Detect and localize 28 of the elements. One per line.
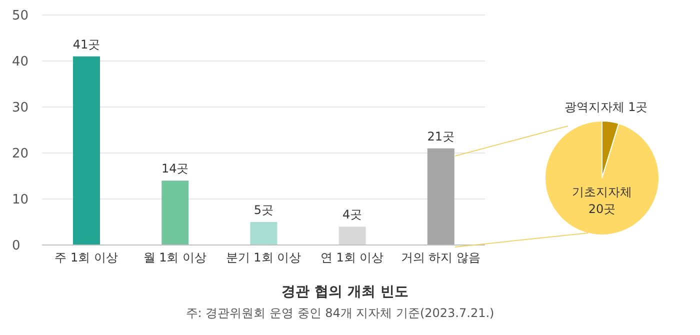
data-label: 4곳 [342, 208, 362, 222]
y-tick-label: 40 [12, 54, 29, 70]
x-tick-label: 주 1회 이상 [54, 250, 118, 265]
bar [427, 148, 454, 245]
text: 경관 협의 개최 빈도 [280, 283, 410, 301]
x-tick-label: 분기 1회 이상 [226, 250, 302, 265]
slice-label: 기초지자체 [572, 185, 632, 199]
y-tick-label: 20 [12, 146, 29, 162]
data-label: 5곳 [254, 203, 274, 217]
y-tick-label: 30 [12, 100, 29, 116]
data-label: 21곳 [427, 129, 455, 144]
slice-label: 광역지자체 [564, 100, 624, 114]
bar [250, 222, 278, 245]
pie-slice [544, 120, 660, 236]
y-tick-label: 50 [12, 8, 29, 24]
bar [338, 226, 366, 245]
text: 주: 경관위원회 운영 중인 84개 지자체 기준(2023.7.21.) [184, 305, 496, 322]
x-tick-label: 월 1회 이상 [143, 250, 207, 265]
x-tick-label: 연 1회 이상 [320, 250, 384, 265]
y-tick-label: 10 [12, 192, 29, 208]
x-tick-label: 거의 하지 않음 [400, 250, 481, 265]
bar [162, 180, 189, 245]
data-label: 14곳 [161, 162, 189, 176]
data-label: 1곳 [628, 100, 648, 114]
data-label: 20곳 [588, 202, 616, 216]
y-tick-label: 0 [12, 238, 20, 254]
bar [73, 56, 100, 245]
data-label: 41곳 [72, 37, 100, 52]
